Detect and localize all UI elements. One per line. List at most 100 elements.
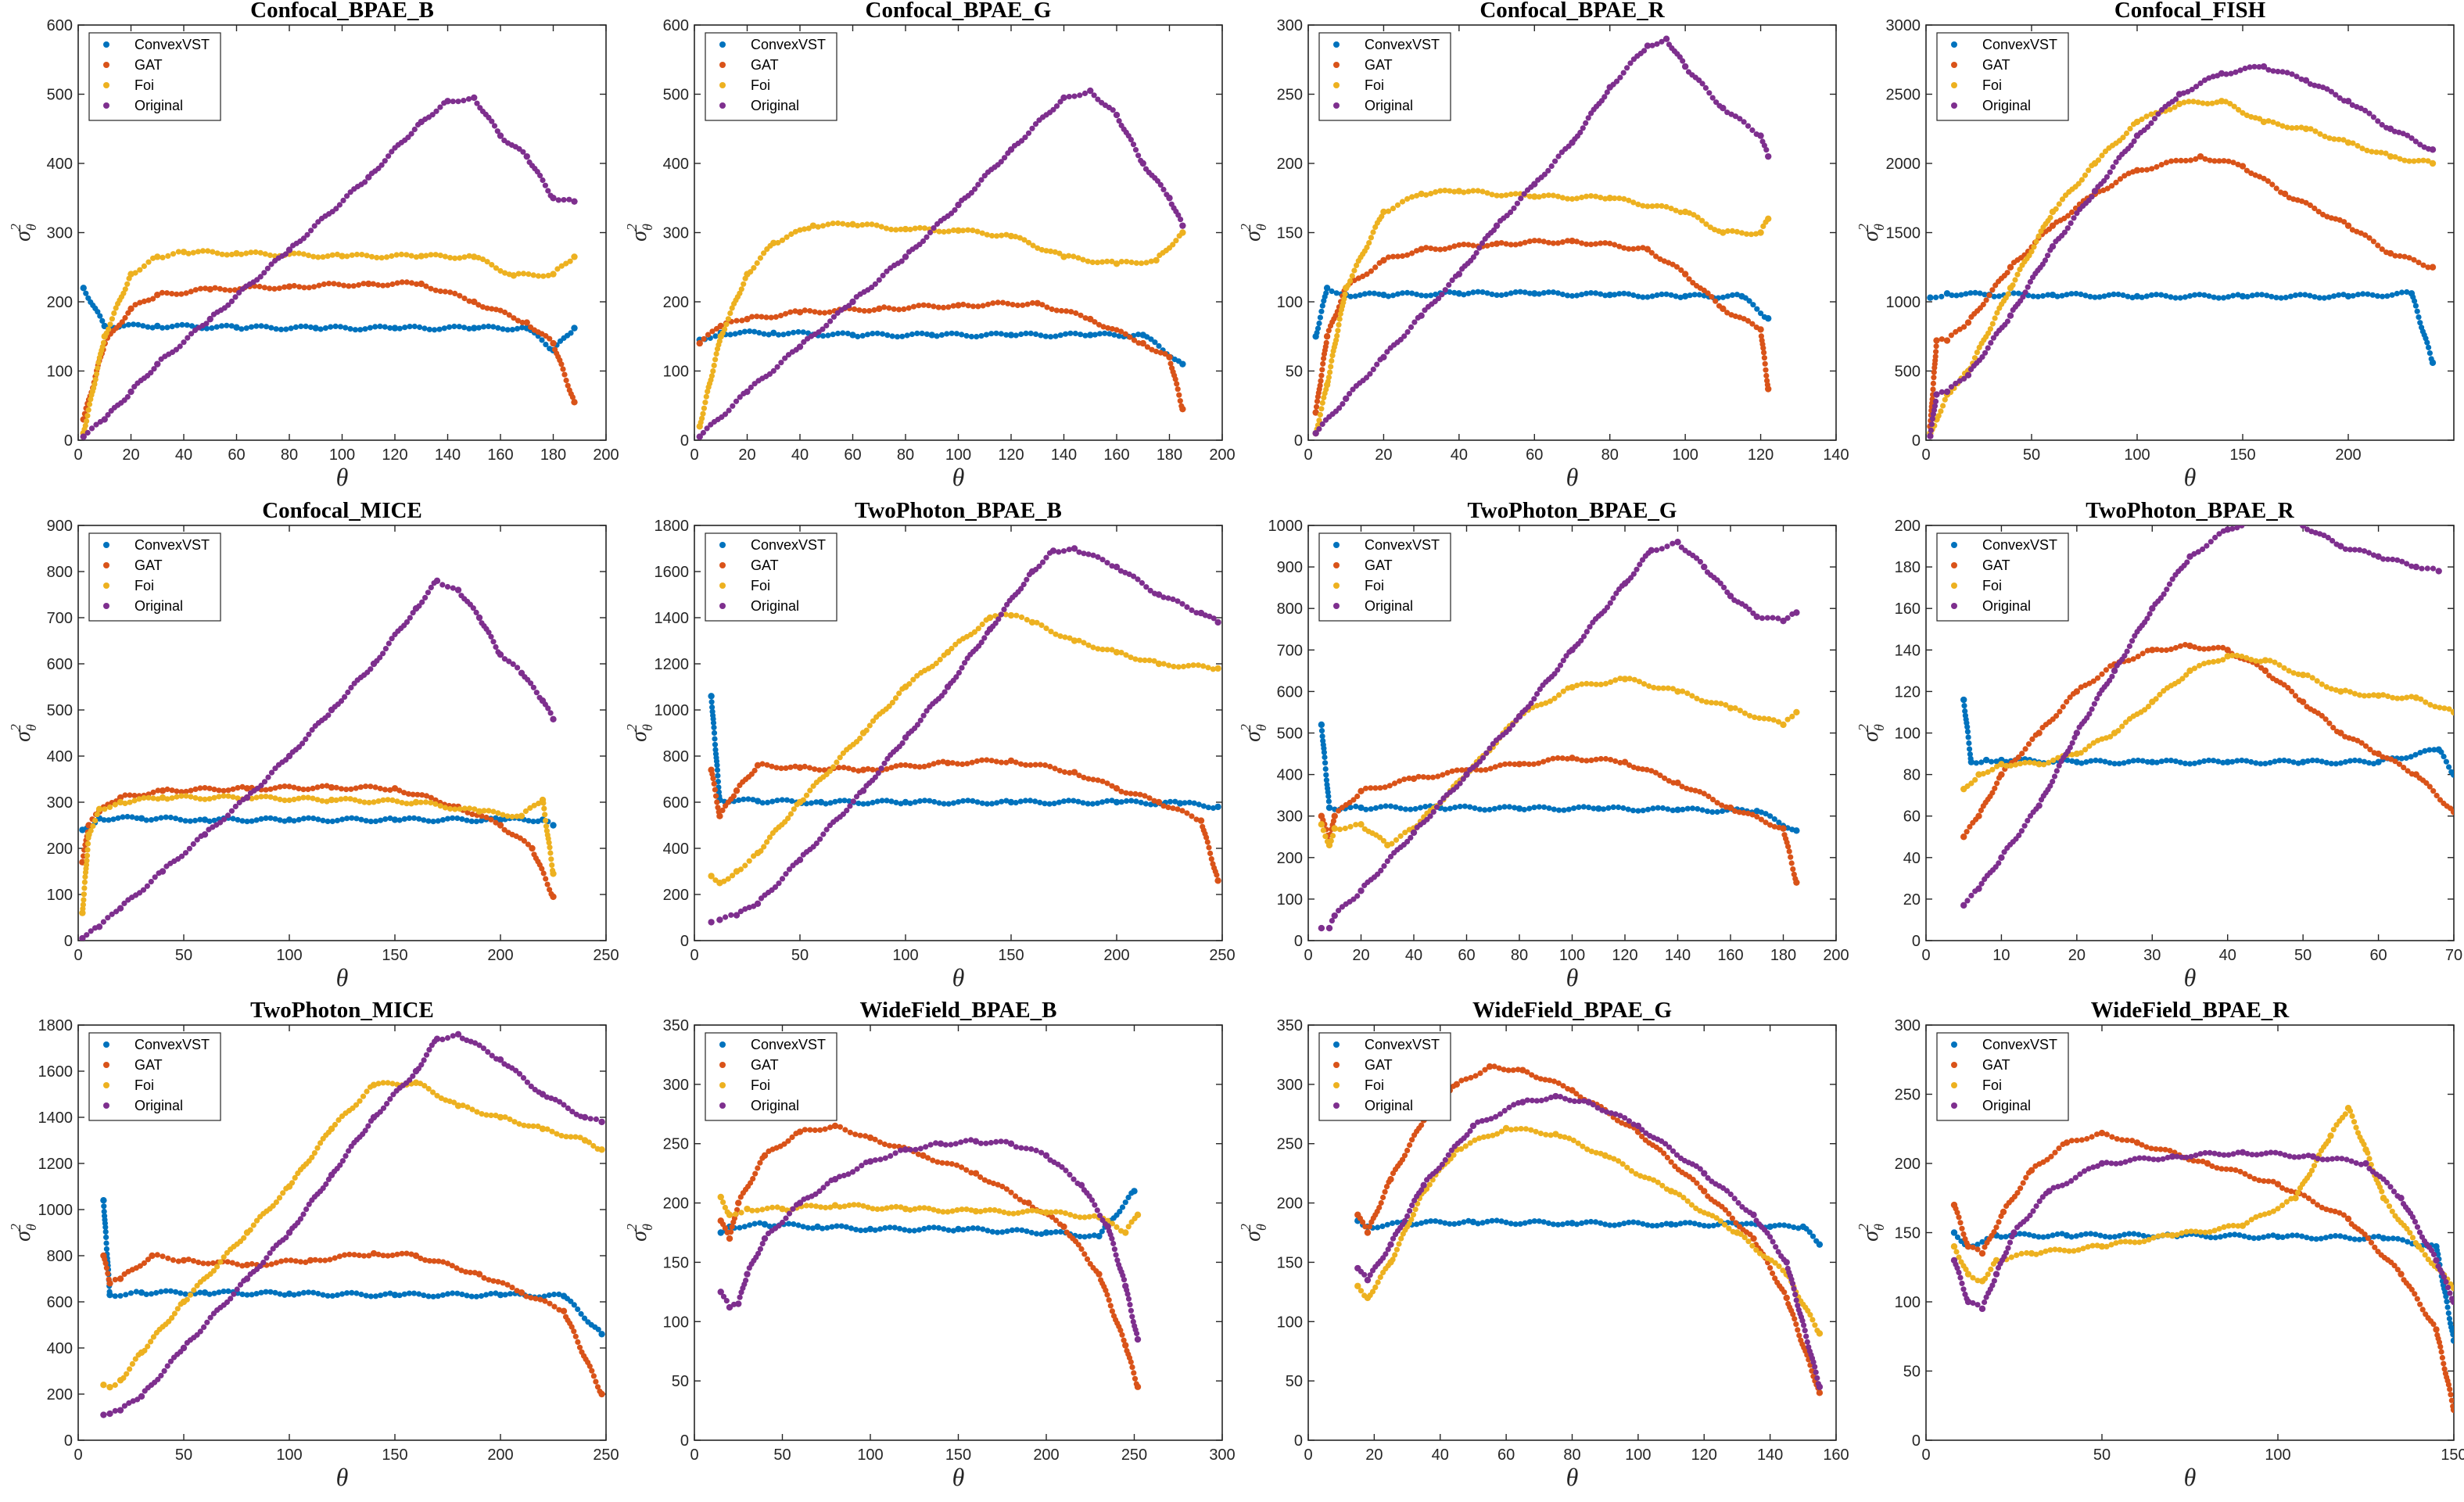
data-point <box>486 1277 492 1283</box>
data-point <box>1361 291 1368 297</box>
data-point <box>1017 235 1023 241</box>
data-point <box>2344 98 2352 105</box>
data-point <box>386 640 392 647</box>
data-point <box>2401 253 2408 260</box>
data-point <box>2375 242 2381 249</box>
data-point <box>888 765 895 771</box>
legend-label: Foi <box>1365 77 1384 93</box>
data-point <box>1961 703 1967 709</box>
data-point <box>2195 549 2201 555</box>
data-point <box>2248 657 2254 663</box>
data-point <box>2337 729 2344 737</box>
data-point <box>1024 301 1031 307</box>
data-point <box>2033 238 2039 245</box>
data-point <box>1986 292 1992 298</box>
data-point <box>1635 246 1641 252</box>
data-point <box>1317 382 1323 389</box>
x-tick-label: 80 <box>897 446 914 464</box>
legend-marker-gat <box>103 562 109 568</box>
data-point <box>1433 189 1439 195</box>
data-point <box>1595 805 1602 812</box>
data-point <box>774 798 780 804</box>
data-point <box>2326 135 2333 142</box>
data-point <box>1022 134 1028 141</box>
data-point <box>2365 550 2373 556</box>
data-point <box>1583 193 1590 199</box>
data-point <box>945 228 952 235</box>
data-point <box>310 785 316 792</box>
data-point <box>411 126 418 133</box>
data-point <box>174 794 180 800</box>
data-point <box>489 118 495 124</box>
data-point <box>291 1292 297 1298</box>
data-point <box>2179 676 2186 682</box>
data-point <box>764 839 770 845</box>
data-point <box>1648 249 1655 256</box>
x-tick-label: 20 <box>738 446 755 464</box>
data-point <box>2049 291 2057 299</box>
data-point <box>2163 292 2169 299</box>
y-tick-label: 0 <box>680 933 689 950</box>
data-point <box>1082 315 1089 321</box>
series-original <box>79 577 557 941</box>
legend-marker-original <box>1951 102 1957 109</box>
data-point <box>1507 761 1513 767</box>
data-point <box>558 263 565 269</box>
data-point <box>360 281 367 287</box>
data-point <box>1023 330 1029 336</box>
plot-title: TwoPhoton_BPAE_G <box>1467 498 1677 523</box>
data-point <box>2244 293 2251 300</box>
data-point <box>896 306 902 313</box>
data-point <box>1214 665 1221 672</box>
data-point <box>2222 99 2229 105</box>
data-point <box>1953 328 1959 335</box>
data-point <box>199 248 206 254</box>
data-point <box>1964 319 1972 326</box>
data-point <box>1928 421 1935 428</box>
data-point <box>759 314 765 320</box>
data-point <box>1447 289 1453 296</box>
data-point <box>916 764 923 770</box>
y-axis-label-subscript: θ <box>1871 724 1887 731</box>
data-point <box>432 327 438 333</box>
data-point <box>173 346 179 353</box>
data-point <box>1370 229 1376 235</box>
data-point <box>540 870 547 876</box>
data-point <box>1056 768 1063 774</box>
data-point <box>2304 526 2311 532</box>
data-point <box>1334 332 1340 339</box>
data-point <box>1689 805 1696 812</box>
data-point <box>2290 670 2297 676</box>
data-point <box>741 281 747 287</box>
data-point <box>2302 292 2308 298</box>
data-point <box>965 798 971 804</box>
data-point <box>206 1291 213 1297</box>
data-point <box>860 801 866 807</box>
data-point <box>430 819 436 825</box>
legend-label: Foi <box>134 77 154 93</box>
data-point <box>2358 106 2364 112</box>
data-point <box>896 690 902 697</box>
x-tick-label: 20 <box>1375 446 1392 464</box>
y-tick-label: 140 <box>1895 642 1921 659</box>
data-point <box>2015 290 2021 296</box>
data-point <box>1146 658 1153 664</box>
data-point <box>1203 834 1210 841</box>
data-point <box>1113 649 1121 656</box>
data-point <box>921 763 927 770</box>
data-point <box>888 798 895 805</box>
data-point <box>981 173 988 179</box>
data-point <box>1414 291 1420 298</box>
data-point <box>230 816 236 822</box>
data-point <box>497 822 504 829</box>
data-point <box>1155 591 1163 598</box>
data-point <box>1540 290 1547 296</box>
data-point <box>1566 806 1572 812</box>
data-point <box>1680 58 1686 64</box>
data-point <box>1761 355 1767 361</box>
data-point <box>2304 672 2311 679</box>
data-point <box>1380 256 1387 264</box>
data-point <box>590 1373 597 1379</box>
data-point <box>1490 740 1496 747</box>
